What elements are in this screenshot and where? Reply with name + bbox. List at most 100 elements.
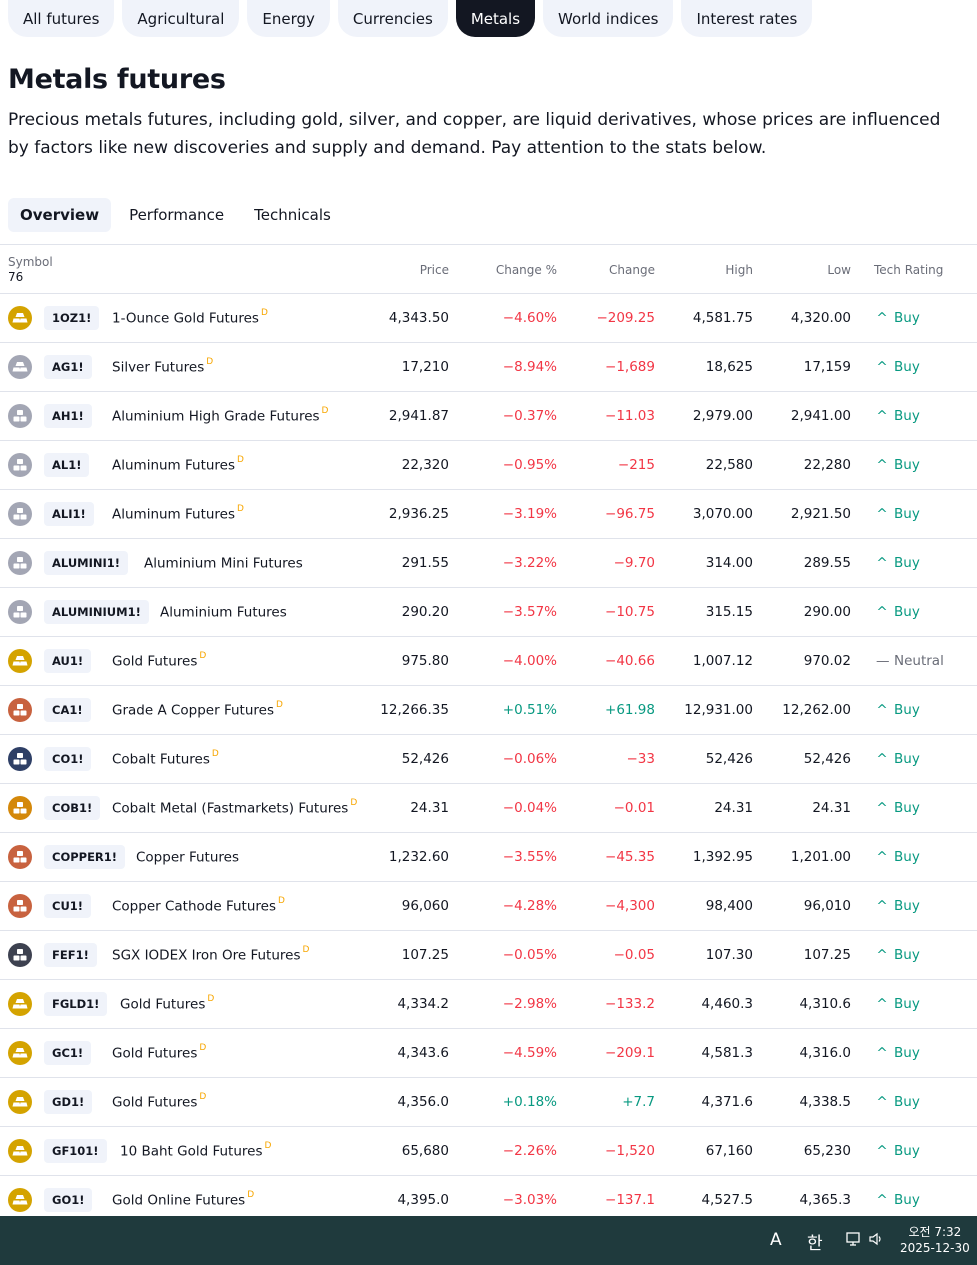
instrument-name[interactable]: Gold Futures D [112, 651, 206, 670]
table-row[interactable]: ALUMINIUM1! Aluminium Futures 290.20 −3.57%… [0, 588, 977, 637]
instrument-name[interactable]: Cobalt Metal (Fastmarkets) Futures D [112, 798, 357, 817]
instrument-name[interactable]: Silver Futures D [112, 357, 213, 376]
tech-rating: ^ Buy [876, 506, 919, 522]
instrument-name[interactable]: Aluminum Futures D [112, 455, 244, 474]
table-row[interactable]: GO1! Gold Online Futures D 4,395.0 −3.03% −13… [0, 1176, 977, 1225]
header-tech-rating[interactable]: Tech Rating [874, 263, 944, 277]
table-row[interactable]: AH1! Aluminium High Grade Futures D 2,941.8… [0, 392, 977, 441]
table-row[interactable]: COB1! Cobalt Metal (Fastmarkets) Futures D… [0, 784, 977, 833]
instrument-name[interactable]: Gold Futures D [112, 1043, 206, 1062]
korean-input-icon[interactable]: 한 [807, 1234, 823, 1254]
table-row[interactable]: GD1! Gold Futures D 4,356.0 +0.18% +7.7 4,371.… [0, 1078, 977, 1127]
low-value: 24.31 [812, 800, 851, 816]
ticker-badge[interactable]: GF101! [44, 1139, 107, 1163]
ime-mode-icon[interactable]: A [770, 1230, 782, 1250]
table-row[interactable]: AU1! Gold Futures D 975.80 −4.00% −40.66 1,007… [0, 637, 977, 686]
ticker-badge[interactable]: 1OZ1! [44, 306, 100, 330]
ticker-badge[interactable]: COPPER1! [44, 845, 126, 869]
category-tab-interest-rates[interactable]: Interest rates [681, 0, 813, 37]
tab-overview[interactable]: Overview [8, 198, 112, 232]
instrument-name[interactable]: Aluminium Mini Futures [144, 555, 305, 572]
instrument-name[interactable]: Aluminium High Grade Futures D [112, 406, 328, 425]
high-value: 4,371.6 [701, 1094, 753, 1110]
instrument-name[interactable]: 1-Ounce Gold Futures D [112, 308, 268, 327]
ticker-badge[interactable]: CU1! [44, 894, 92, 918]
table-row[interactable]: GF101! 10 Baht Gold Futures D 65,680 −2.26% −… [0, 1127, 977, 1176]
table-row[interactable]: 1OZ1! 1-Ounce Gold Futures D 4,343.50 −4.60%… [0, 294, 977, 343]
category-tab-energy[interactable]: Energy [247, 0, 330, 37]
table-row[interactable]: CU1! Copper Cathode Futures D 96,060 −4.28% −… [0, 882, 977, 931]
aluminium-blocks-icon [8, 600, 32, 624]
ticker-badge[interactable]: GO1! [44, 1188, 93, 1212]
chevron-up-icon: ^ [876, 800, 888, 816]
table-row[interactable]: GC1! Gold Futures D 4,343.6 −4.59% −209.1 4,58… [0, 1029, 977, 1078]
header-change[interactable]: Change [609, 263, 655, 277]
category-tab-all-futures[interactable]: All futures [8, 0, 115, 37]
table-row[interactable]: CO1! Cobalt Futures D 52,426 −0.06% −33 52,426… [0, 735, 977, 784]
instrument-name[interactable]: Gold Futures D [120, 994, 214, 1013]
instrument-name[interactable]: Aluminium Futures [160, 604, 289, 621]
ticker-badge[interactable]: AU1! [44, 649, 92, 673]
change-value: −215 [617, 457, 655, 473]
tech-rating: ^ Buy [876, 702, 920, 718]
instrument-name[interactable]: Gold Online Futures D [112, 1190, 254, 1209]
instrument-name[interactable]: Copper Futures [136, 849, 241, 866]
instrument-name[interactable]: Grade A Copper Futures D [112, 700, 283, 719]
chevron-up-icon: ^ [876, 310, 888, 326]
ticker-badge[interactable]: FEF1! [44, 943, 97, 967]
volume-icon[interactable] [868, 1231, 884, 1252]
ticker-badge[interactable]: FGLD1! [44, 992, 108, 1016]
instrument-name[interactable]: SGX IODEX Iron Ore Futures D [112, 945, 309, 964]
tab-performance[interactable]: Performance [129, 206, 225, 224]
header-high[interactable]: High [725, 263, 753, 277]
instrument-name[interactable]: Gold Futures D [112, 1092, 206, 1111]
table-row[interactable]: FGLD1! Gold Futures D 4,334.2 −2.98% −133.2 4,… [0, 980, 977, 1029]
tech-rating: ^ Buy [876, 996, 919, 1012]
ticker-badge[interactable]: AG1! [44, 355, 92, 379]
ticker-badge[interactable]: ALI1! [44, 502, 94, 526]
change-value: −4,300 [605, 898, 655, 914]
category-tab-agricultural[interactable]: Agricultural [122, 0, 240, 37]
network-icon[interactable] [845, 1230, 863, 1253]
system-clock[interactable]: 오전 7:32 2025-12-30 [900, 1224, 970, 1256]
instrument-name[interactable]: Cobalt Futures D [112, 749, 219, 768]
instrument-name[interactable]: Copper Cathode Futures D [112, 896, 285, 915]
high-value: 4,460.3 [701, 996, 753, 1012]
header-symbol[interactable]: Symbol [8, 255, 53, 269]
table-row[interactable]: COPPER1! Copper Futures 1,232.60 −3.55% −45.… [0, 833, 977, 882]
change-value: −209.25 [596, 310, 655, 326]
ticker-badge[interactable]: AL1! [44, 453, 90, 477]
category-tab-currencies[interactable]: Currencies [337, 0, 448, 37]
header-low[interactable]: Low [827, 263, 851, 277]
category-tab-metals[interactable]: Metals [455, 0, 536, 37]
table-row[interactable]: ALI1! Aluminum Futures D 2,936.25 −3.19% −96.… [0, 490, 977, 539]
ticker-badge[interactable]: CO1! [44, 747, 92, 771]
table-row[interactable]: AL1! Aluminum Futures D 22,320 −0.95% −215 22,… [0, 441, 977, 490]
ticker-badge[interactable]: ALUMINI1! [44, 551, 129, 575]
instrument-name[interactable]: Aluminum Futures D [112, 504, 244, 523]
low-value: 289.55 [803, 555, 851, 571]
instrument-name-text: Gold Futures [120, 996, 206, 1013]
category-tab-world-indices[interactable]: World indices [543, 0, 674, 37]
ticker-badge[interactable]: CA1! [44, 698, 91, 722]
windows-taskbar: A 한 오전 7:32 2025-12-30 [0, 1216, 977, 1265]
ticker-badge[interactable]: AH1! [44, 404, 92, 428]
delayed-data-marker: D [277, 896, 285, 906]
chevron-up-icon: ^ [876, 1045, 888, 1061]
ticker-badge[interactable]: GC1! [44, 1041, 92, 1065]
table-row[interactable]: AG1! Silver Futures D 17,210 −8.94% −1,689 18,… [0, 343, 977, 392]
change-value: −33 [626, 751, 656, 767]
ticker-badge[interactable]: GD1! [44, 1090, 93, 1114]
tech-rating-label: Buy [894, 702, 920, 718]
high-value: 98,400 [705, 898, 753, 914]
header-price[interactable]: Price [419, 263, 449, 277]
ticker-badge[interactable]: COB1! [44, 796, 101, 820]
table-row[interactable]: CA1! Grade A Copper Futures D 12,266.35 +0.5… [0, 686, 977, 735]
table-row[interactable]: FEF1! SGX IODEX Iron Ore Futures D 107.25 −0… [0, 931, 977, 980]
tab-technicals[interactable]: Technicals [254, 206, 331, 224]
delayed-data-marker: D [211, 749, 219, 759]
ticker-badge[interactable]: ALUMINIUM1! [44, 600, 149, 624]
table-row[interactable]: ALUMINI1! Aluminium Mini Futures 291.55 −3.… [0, 539, 977, 588]
header-change-pct[interactable]: Change % [495, 263, 557, 277]
instrument-name[interactable]: 10 Baht Gold Futures D [120, 1141, 271, 1160]
